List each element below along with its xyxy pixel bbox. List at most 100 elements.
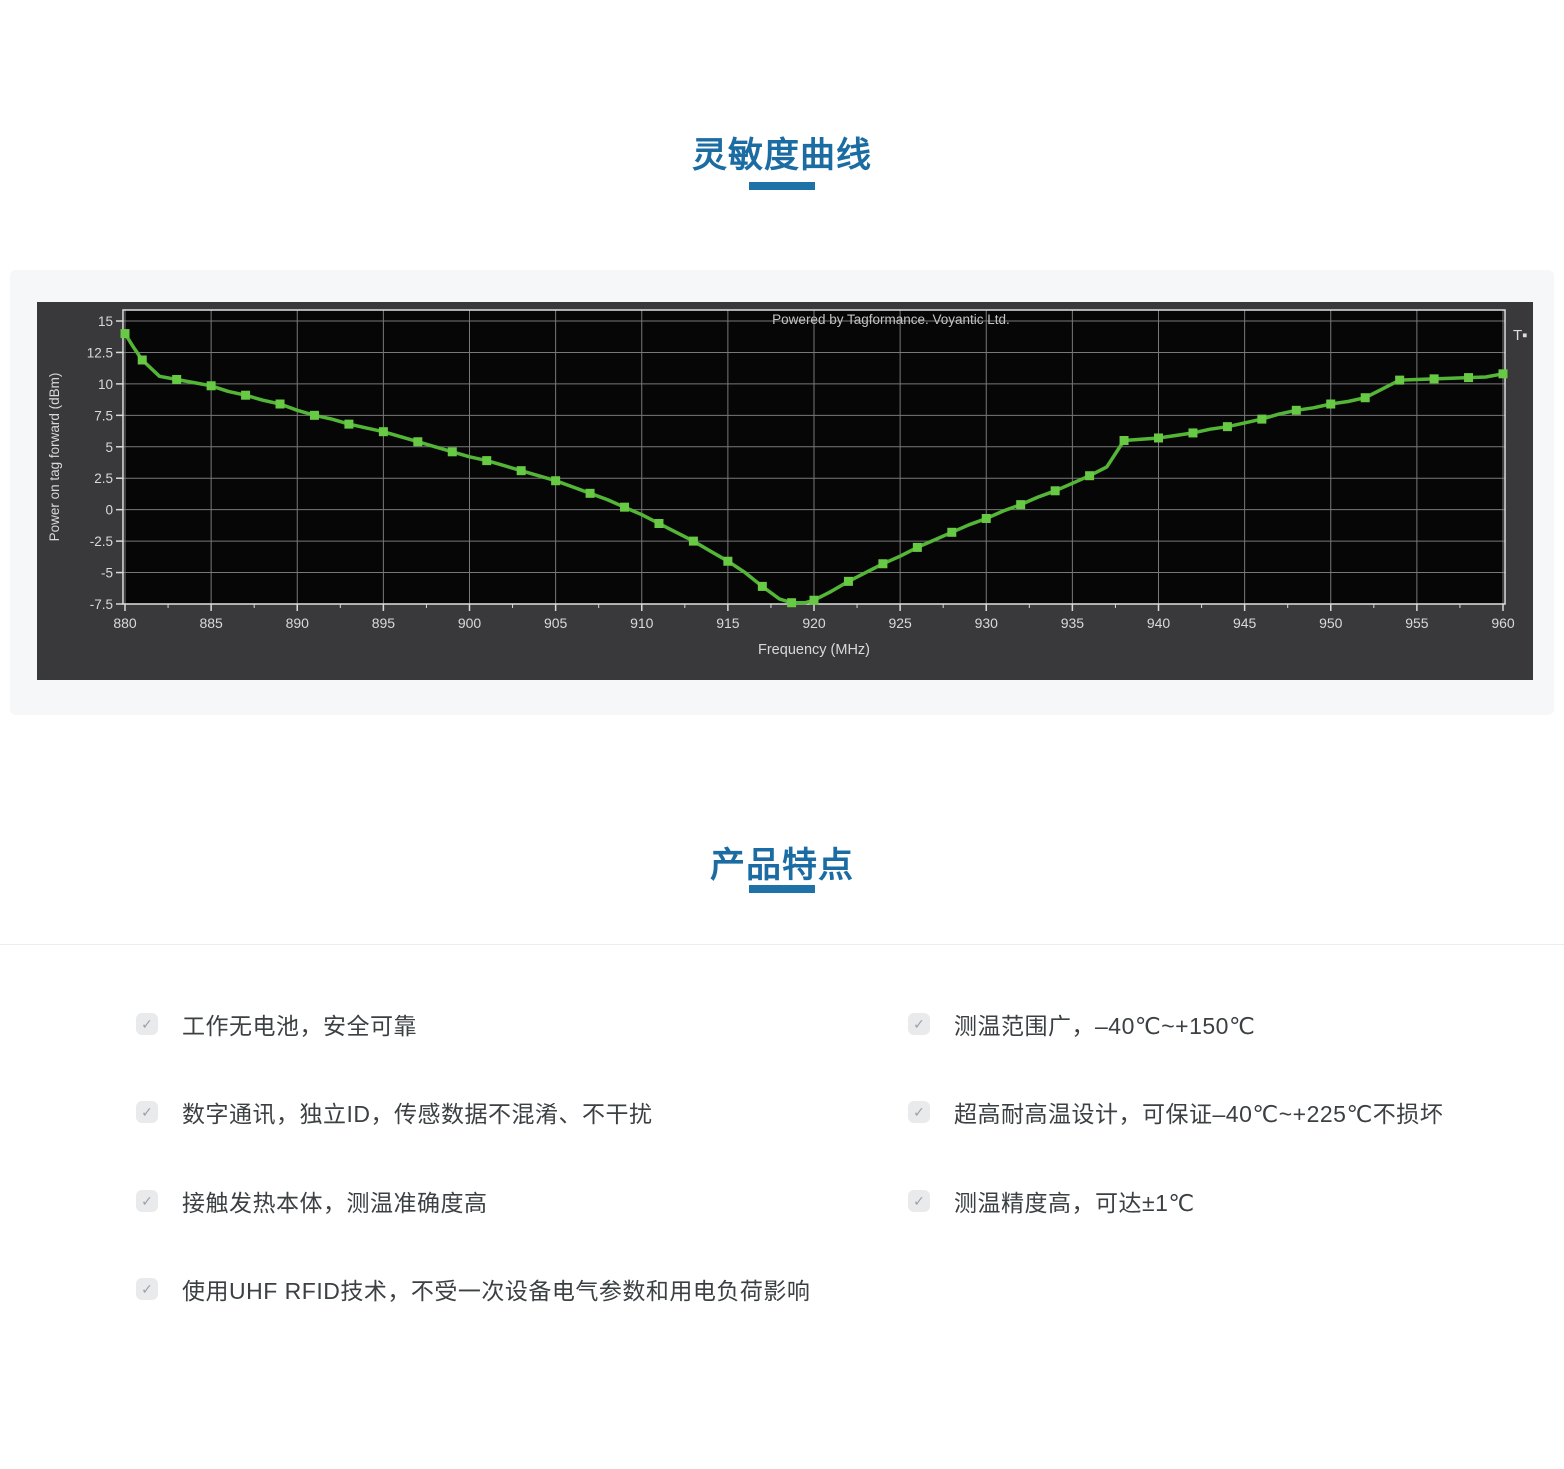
data-point-marker (1188, 428, 1198, 438)
data-point-marker (947, 527, 957, 537)
x-tick-label: 960 (1491, 615, 1515, 631)
x-tick-label: 885 (199, 615, 223, 631)
data-point-marker (981, 513, 991, 523)
data-point-marker (1016, 500, 1026, 510)
y-tick-label: 0 (105, 503, 113, 518)
data-point-marker (912, 542, 922, 552)
data-point-marker (378, 427, 388, 437)
x-tick-label: 905 (544, 615, 568, 631)
features-card (0, 944, 1564, 1469)
feature-item-label: 测温范围广，–40℃~+150℃ (954, 1013, 1256, 1039)
x-tick-label: 940 (1147, 615, 1171, 631)
data-point-marker (413, 437, 423, 447)
data-point-marker (206, 381, 216, 391)
data-point-marker (309, 410, 319, 420)
feature-item-label: 工作无电池，安全可靠 (182, 1013, 417, 1039)
data-point-marker (1050, 486, 1060, 496)
sensitivity-curve (123, 331, 1505, 605)
y-tick-label: 12.5 (87, 345, 113, 360)
data-point-marker (688, 536, 698, 546)
data-point-marker (1395, 375, 1405, 385)
check-icon: ✓ (908, 1101, 930, 1123)
y-tick-label: 10 (98, 377, 113, 392)
data-point-marker (654, 519, 664, 529)
y-tick-label: -5 (101, 566, 113, 581)
data-point-marker (275, 399, 285, 409)
feature-item: ✓ 工作无电池，安全可靠 (136, 1012, 417, 1039)
legend-fragment: T▪ (1513, 327, 1527, 344)
feature-item: ✓ 测温精度高，可达±1℃ (908, 1189, 1195, 1216)
feature-item: ✓ 使用UHF RFID技术，不受一次设备电气参数和用电负荷影响 (136, 1277, 810, 1304)
data-point-marker (1154, 433, 1163, 443)
y-tick-label: 7.5 (94, 408, 113, 423)
data-point-marker (787, 598, 797, 608)
feature-item-label: 使用UHF RFID技术，不受一次设备电气参数和用电负荷影响 (182, 1278, 811, 1304)
data-point-marker (447, 447, 457, 457)
check-icon: ✓ (136, 1278, 158, 1300)
y-tick-label: 15 (98, 314, 113, 329)
features-title-underline (749, 885, 815, 893)
data-point-marker (1326, 399, 1336, 409)
x-tick-label: 900 (458, 615, 482, 631)
feature-item: ✓ 数字通讯，独立ID，传感数据不混淆、不干扰 (136, 1100, 653, 1127)
x-tick-label: 920 (802, 615, 826, 631)
data-point-marker (1222, 422, 1232, 432)
x-tick-label: 890 (286, 615, 310, 631)
data-point-marker (1464, 373, 1474, 383)
data-point-marker (1429, 374, 1439, 384)
data-point-marker (344, 419, 354, 429)
check-icon: ✓ (136, 1013, 158, 1035)
sensitivity-section-title: 灵敏度曲线 (691, 136, 872, 176)
x-tick-label: 935 (1061, 615, 1085, 631)
check-icon: ✓ (908, 1190, 930, 1212)
y-axis-label: Power on tag forward (dBm) (47, 373, 62, 542)
feature-item: ✓ 超高耐高温设计，可保证–40℃~+225℃不损坏 (908, 1100, 1443, 1127)
data-point-marker (241, 390, 251, 400)
data-point-marker (551, 476, 561, 486)
check-icon: ✓ (908, 1013, 930, 1035)
check-icon: ✓ (136, 1190, 158, 1212)
data-point-marker (516, 466, 526, 476)
x-tick-label: 880 (113, 615, 137, 631)
data-point-marker (1291, 405, 1301, 415)
feature-item-label: 超高耐高温设计，可保证–40℃~+225℃不损坏 (954, 1101, 1444, 1127)
data-point-marker (1498, 369, 1508, 379)
data-point-marker (1360, 393, 1370, 403)
feature-item: ✓ 接触发热本体，测温准确度高 (136, 1189, 488, 1216)
y-tick-label: -2.5 (90, 534, 113, 549)
feature-item-label: 数字通讯，独立ID，传感数据不混淆、不干扰 (182, 1101, 653, 1127)
data-point-marker (723, 556, 733, 566)
x-tick-label: 930 (975, 615, 999, 631)
powered-by-watermark: Powered by Tagformance. Voyantic Ltd. (772, 312, 1010, 327)
x-axis-label: Frequency (MHz) (758, 642, 870, 658)
feature-item-label: 测温精度高，可达±1℃ (954, 1190, 1195, 1216)
sensitivity-chart-panel: 880 885 890 895 900 905 910 915 920 925 930 935 940 9… (37, 302, 1533, 680)
data-point-marker (585, 488, 595, 498)
curve-markers (120, 329, 1508, 608)
features-section-title: 产品特点 (709, 846, 854, 886)
data-point-marker (620, 502, 630, 512)
sensitivity-chart: 880 885 890 895 900 905 910 915 920 925 930 935 940 9… (47, 309, 1527, 658)
data-point-marker (482, 456, 492, 466)
data-point-marker (172, 374, 182, 384)
sensitivity-title-underline (749, 182, 815, 190)
data-point-marker (757, 581, 767, 591)
x-tick-label: 945 (1233, 615, 1257, 631)
sensitivity-chart-container: 880 885 890 895 900 905 910 915 920 925 930 935 940 9… (10, 270, 1554, 715)
x-tick-label: 910 (630, 615, 654, 631)
y-tick-label: 5 (105, 440, 113, 455)
feature-item: ✓ 测温范围广，–40℃~+150℃ (908, 1012, 1255, 1039)
data-point-marker (137, 355, 147, 365)
data-point-marker (1257, 414, 1267, 424)
data-point-marker (1085, 471, 1095, 481)
data-point-marker (1119, 435, 1129, 445)
check-icon: ✓ (136, 1101, 158, 1123)
y-tick-label: -7.5 (90, 597, 113, 612)
x-tick-label: 925 (888, 615, 912, 631)
x-tick-label: 955 (1405, 615, 1429, 631)
data-point-marker (878, 559, 888, 569)
data-point-marker (120, 329, 130, 339)
feature-item-label: 接触发热本体，测温准确度高 (182, 1190, 488, 1216)
x-tick-label: 915 (716, 615, 740, 631)
data-point-marker (809, 595, 819, 605)
